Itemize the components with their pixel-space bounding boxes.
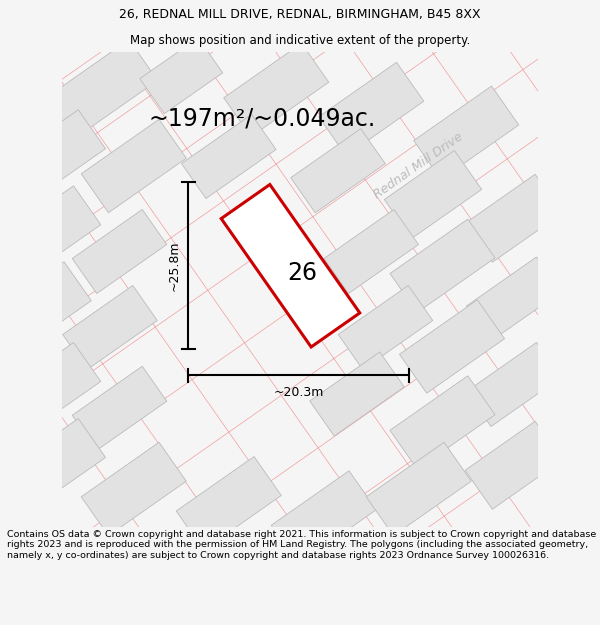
Polygon shape xyxy=(1,419,106,512)
Text: ~197m²/~0.049ac.: ~197m²/~0.049ac. xyxy=(148,106,376,131)
Polygon shape xyxy=(291,129,385,213)
Text: ~20.3m: ~20.3m xyxy=(274,386,324,399)
Polygon shape xyxy=(466,257,561,341)
Polygon shape xyxy=(385,151,482,239)
Polygon shape xyxy=(0,342,101,436)
Polygon shape xyxy=(319,62,424,156)
Text: 26, REDNAL MILL DRIVE, REDNAL, BIRMINGHAM, B45 8XX: 26, REDNAL MILL DRIVE, REDNAL, BIRMINGHA… xyxy=(119,8,481,21)
Polygon shape xyxy=(221,184,360,347)
Polygon shape xyxy=(72,209,167,294)
Polygon shape xyxy=(81,119,186,212)
Polygon shape xyxy=(414,86,519,179)
Polygon shape xyxy=(1,110,106,203)
Text: Contains OS data © Crown copyright and database right 2021. This information is : Contains OS data © Crown copyright and d… xyxy=(7,530,596,560)
Polygon shape xyxy=(366,442,471,536)
Polygon shape xyxy=(72,366,167,450)
Polygon shape xyxy=(465,421,562,509)
Text: ~25.8m: ~25.8m xyxy=(167,241,181,291)
Text: Map shows position and indicative extent of the property.: Map shows position and indicative extent… xyxy=(130,34,470,47)
Polygon shape xyxy=(176,456,281,550)
Polygon shape xyxy=(224,43,329,137)
Polygon shape xyxy=(390,219,495,312)
Polygon shape xyxy=(181,114,276,199)
Polygon shape xyxy=(271,471,376,564)
Polygon shape xyxy=(390,376,495,469)
Polygon shape xyxy=(81,442,186,536)
Polygon shape xyxy=(63,286,157,369)
Polygon shape xyxy=(43,39,158,141)
Polygon shape xyxy=(400,300,505,393)
Polygon shape xyxy=(140,38,223,114)
Polygon shape xyxy=(465,174,562,262)
Text: 26: 26 xyxy=(287,261,317,285)
Polygon shape xyxy=(0,186,101,279)
Polygon shape xyxy=(324,209,419,294)
Text: Rednal Mill Drive: Rednal Mill Drive xyxy=(371,130,466,202)
Polygon shape xyxy=(466,342,561,426)
Polygon shape xyxy=(338,286,433,369)
Polygon shape xyxy=(310,352,404,436)
Polygon shape xyxy=(0,262,91,355)
